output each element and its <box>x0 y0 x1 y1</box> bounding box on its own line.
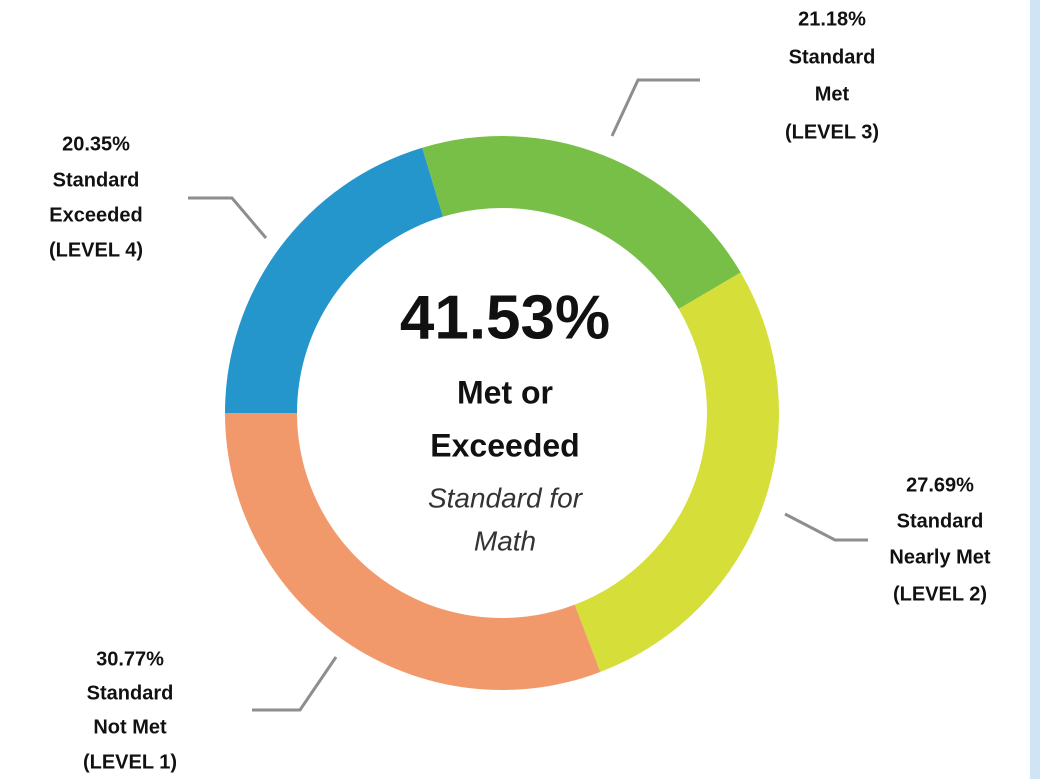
segment-label: Met <box>815 83 850 105</box>
leader-lines <box>188 78 868 712</box>
leader-line <box>188 196 268 239</box>
donut-segment <box>574 272 780 672</box>
segment-label: (LEVEL 1) <box>83 751 177 773</box>
donut-segment <box>422 136 741 310</box>
center-subtext: Standard for <box>428 482 584 513</box>
donut-segment <box>225 147 443 413</box>
segment-label: Standard <box>53 169 140 191</box>
leader-line <box>784 512 868 542</box>
center-subtext: Math <box>474 525 536 556</box>
segment-label: Not Met <box>93 716 167 738</box>
segment-value-label: 21.18% <box>798 8 866 30</box>
segment-label: Standard <box>897 510 984 532</box>
leader-line <box>252 656 338 712</box>
segment-label: (LEVEL 2) <box>893 583 987 605</box>
leader-line <box>610 78 700 137</box>
segment-value-label: 27.69% <box>906 474 974 496</box>
center-text: Met or <box>457 374 553 410</box>
segment-value-label: 20.35% <box>62 133 130 155</box>
segment-label: Standard <box>87 682 174 704</box>
center-value: 41.53% <box>400 283 610 352</box>
segment-label: Standard <box>789 46 876 68</box>
side-strip <box>1030 0 1040 779</box>
segment-value-label: 30.77% <box>96 648 164 670</box>
segment-label: Nearly Met <box>889 546 990 568</box>
center-text: Exceeded <box>430 427 579 463</box>
segment-label: Exceeded <box>49 204 142 226</box>
segment-label: (LEVEL 3) <box>785 121 879 143</box>
donut-segment <box>225 413 601 690</box>
segment-label: (LEVEL 4) <box>49 239 143 261</box>
